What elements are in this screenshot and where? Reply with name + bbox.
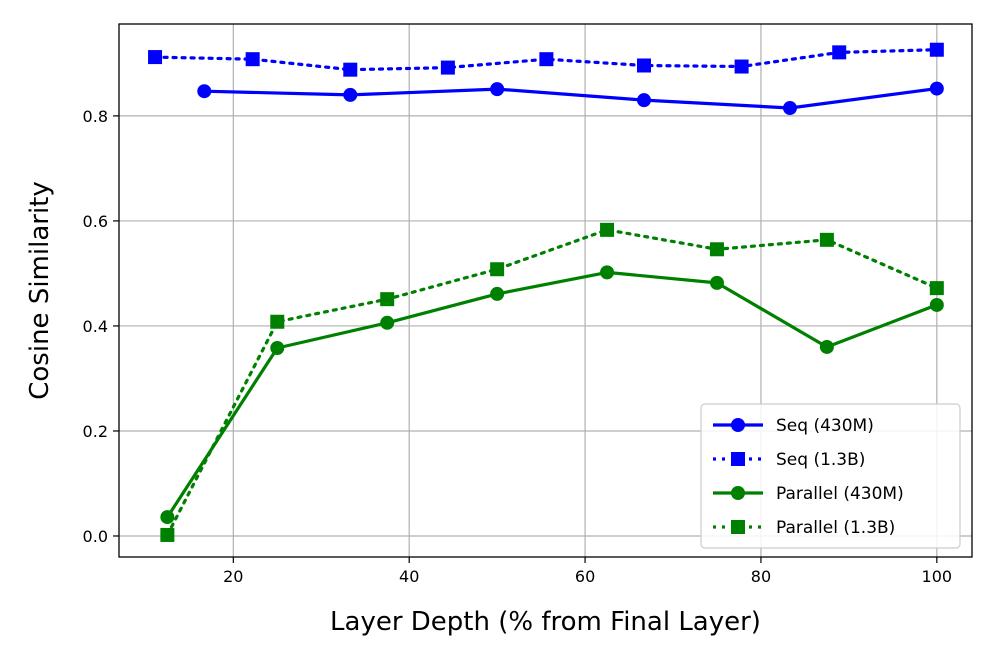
x-tick-label: 80 [751, 567, 771, 586]
data-point [636, 58, 651, 73]
data-point [440, 60, 455, 75]
data-point [343, 62, 358, 77]
series-line [165, 270, 939, 519]
legend-label: Parallel (430M) [776, 484, 904, 504]
data-point [380, 315, 395, 330]
series-line [165, 228, 939, 537]
data-point [782, 101, 797, 116]
data-point [490, 82, 505, 97]
legend-label: Parallel (1.3B) [776, 518, 895, 538]
data-point [600, 265, 615, 280]
x-tick-label: 100 [922, 567, 953, 586]
legend-marker [731, 418, 745, 432]
x-tick-label: 60 [575, 567, 595, 586]
y-tick-label: 0.0 [83, 527, 108, 546]
data-point [380, 292, 395, 307]
data-point [160, 527, 175, 542]
data-point [539, 52, 554, 67]
data-point [929, 42, 944, 57]
data-point [734, 59, 749, 74]
x-axis-ticks: 20 40 60 80 100 [223, 557, 952, 586]
data-point [636, 93, 651, 108]
data-point [490, 286, 505, 301]
data-point [245, 52, 260, 67]
y-axis-title: Cosine Similarity [25, 181, 55, 400]
series-line [202, 86, 939, 110]
data-point [929, 297, 944, 312]
data-point [832, 45, 847, 60]
data-point [819, 339, 834, 354]
data-point [929, 281, 944, 296]
series-line [153, 48, 939, 72]
data-point [160, 510, 175, 525]
plot-frame [118, 23, 973, 558]
legend-box [700, 403, 961, 549]
series-markers [148, 42, 944, 542]
data-point [929, 81, 944, 96]
x-tick-label: 40 [399, 567, 419, 586]
data-point [600, 222, 615, 237]
legend-marker [731, 452, 745, 466]
data-point [490, 262, 505, 277]
y-axis-ticks: 0.0 0.2 0.4 0.6 0.8 [83, 107, 119, 546]
y-tick-label: 0.2 [83, 422, 108, 441]
x-axis-title: Layer Depth (% from Final Layer) [330, 607, 761, 637]
x-tick-label: 20 [223, 567, 243, 586]
y-tick-label: 0.6 [83, 212, 108, 231]
legend: Seq (430M) Seq (1.3B) Parallel (430M) Paral… [700, 403, 961, 549]
data-point [197, 84, 212, 99]
data-point [270, 341, 285, 356]
data-point [709, 275, 724, 290]
legend-marker [731, 486, 745, 500]
data-point [270, 314, 285, 329]
data-point [343, 87, 358, 102]
data-point [819, 232, 834, 247]
y-tick-label: 0.8 [83, 107, 108, 126]
data-point [709, 242, 724, 257]
y-tick-label: 0.4 [83, 317, 108, 336]
legend-label: Seq (1.3B) [776, 450, 865, 470]
data-point [148, 50, 163, 65]
series-lines [153, 48, 939, 537]
legend-marker [731, 520, 745, 534]
legend-label: Seq (430M) [776, 416, 874, 436]
